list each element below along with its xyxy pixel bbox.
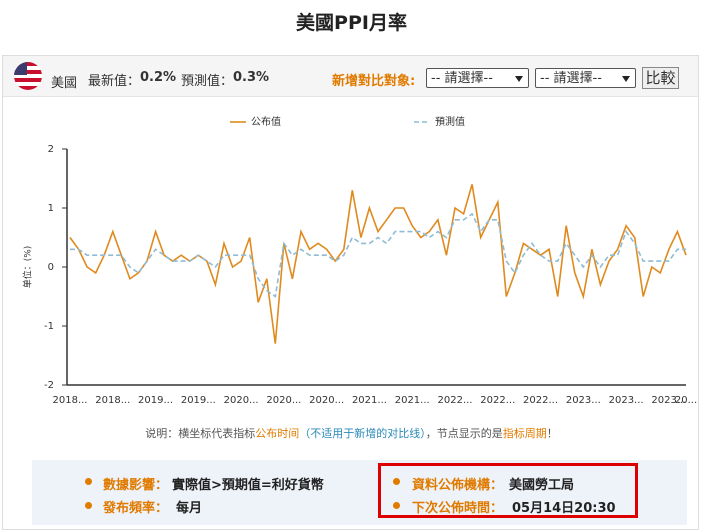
compare-label: 新增對比對象:: [332, 74, 416, 89]
x-tick-label: 2022...: [523, 395, 558, 406]
info-label: 數據影響：: [103, 478, 169, 493]
note: 说明：横坐标代表指标公布时间（不适用于新增的对比线），节点显示的是指标周期！: [0, 425, 703, 441]
forecast-value: 0.3%: [233, 70, 270, 85]
compare-button[interactable]: 比較: [642, 67, 679, 89]
legend-label: 公布值: [251, 115, 281, 128]
x-tick-label: 2019...: [181, 395, 216, 406]
y-tick-label: 1: [48, 203, 54, 214]
flag: [14, 62, 42, 90]
note-text: 指标周期: [502, 427, 547, 440]
y-tick-label: 2: [48, 144, 54, 155]
info-value: 實際值>預期值=利好貨幣: [172, 478, 324, 493]
x-tick-label: 2021...: [395, 395, 430, 406]
info-label: 發布頻率：: [103, 501, 169, 516]
latest-value: 0.2%: [140, 70, 177, 85]
series-line: [69, 184, 687, 344]
bullet: [393, 502, 400, 509]
note-text: 说明：横坐标代表指标: [145, 427, 256, 440]
bullet: [85, 478, 92, 485]
x-tick-label: 2020...: [266, 395, 301, 406]
country: 美國: [51, 76, 78, 91]
info-panel: [32, 460, 687, 525]
info-label: 下次公佈時間：: [412, 501, 504, 516]
info-label: 資料公佈機構：: [412, 478, 504, 493]
bullet: [393, 478, 400, 485]
info-value: 美國勞工局: [509, 478, 575, 493]
y-tick-label: -2: [44, 380, 54, 391]
x-tick-label: 2022...: [438, 395, 473, 406]
note-text: ，节点显示的是: [425, 427, 503, 440]
info-value: 05月14日20:30: [512, 501, 616, 516]
y-axis-label: 单位：(%): [22, 246, 34, 289]
y-tick-label: -1: [44, 321, 54, 332]
x-tick-label: 2018...: [95, 395, 130, 406]
forecast-label: 預測值：: [181, 74, 234, 89]
series-line: [70, 212, 686, 298]
x-tick-label: 2021...: [352, 395, 387, 406]
x-tick-label: 2018...: [53, 395, 88, 406]
info-value: 每月: [176, 501, 203, 516]
highlight-box: [378, 463, 638, 518]
page-title: 美國PPI月率: [296, 12, 407, 34]
y-tick-label: 0: [48, 262, 54, 273]
x-tick-label: 2023...: [609, 395, 644, 406]
x-tick-label: 2023...: [651, 395, 686, 406]
x-tick-label: 20...: [675, 395, 697, 406]
select[interactable]: -- 請選擇--: [535, 68, 636, 88]
select[interactable]: -- 請選擇--: [426, 68, 529, 88]
x-tick-label: 2020...: [224, 395, 259, 406]
chart: 2 1 0 -1 -2 2018... 2018... 2019... 2019... 2020.…: [22, 115, 698, 406]
legend-label: 預測值: [435, 115, 465, 128]
x-tick-label: 2023...: [566, 395, 601, 406]
note-text: （不适用于新增的对比线）: [299, 427, 426, 440]
bullet: [85, 502, 92, 509]
note-text: ！: [546, 427, 558, 440]
x-tick-label: 2022...: [480, 395, 515, 406]
x-tick-label: 2019...: [138, 395, 173, 406]
latest-label: 最新值：: [88, 74, 141, 89]
note-text: 公布时间: [255, 427, 300, 440]
x-tick-label: 2020...: [309, 395, 344, 406]
